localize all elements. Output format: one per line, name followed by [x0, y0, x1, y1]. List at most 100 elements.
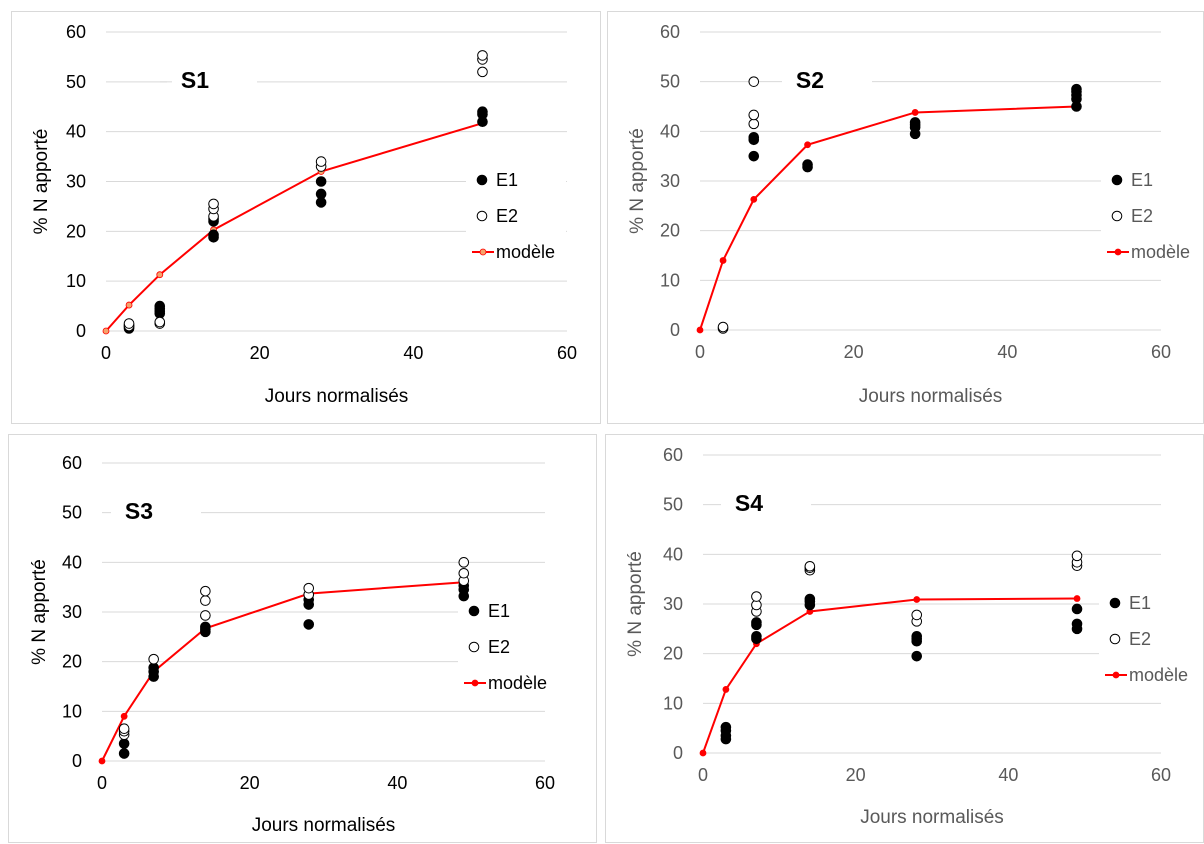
x-tick-label: 0	[101, 343, 111, 363]
legend-marker-e2	[1111, 210, 1123, 222]
x-tick-label: 0	[97, 773, 107, 793]
chart-title: S3	[125, 498, 153, 524]
y-tick-label: 0	[670, 320, 680, 340]
legend-label: modèle	[488, 673, 547, 693]
e2-point	[458, 567, 470, 579]
y-axis-title: % N apporté	[627, 128, 648, 234]
y-tick-label: 10	[62, 701, 82, 721]
y-tick-label: 10	[66, 271, 86, 291]
legend-marker-model	[1112, 671, 1120, 679]
legend-label: E2	[1131, 206, 1153, 226]
legend-marker-e1	[468, 605, 480, 617]
title-background	[111, 493, 201, 533]
e1-point	[751, 617, 762, 628]
legend-label: E1	[488, 601, 510, 621]
y-tick-label: 40	[663, 544, 683, 564]
e1-point	[911, 630, 923, 642]
model-point	[719, 257, 727, 264]
title-background	[782, 62, 872, 102]
e2-point	[118, 723, 130, 735]
y-tick-label: 20	[663, 644, 683, 664]
legend-marker-model	[479, 248, 487, 256]
y-tick-label: 20	[62, 652, 82, 672]
e1-point	[118, 738, 130, 749]
e1-point	[154, 300, 166, 312]
legend-marker-model	[1114, 248, 1122, 256]
model-point	[102, 327, 110, 335]
model-point	[722, 686, 730, 693]
y-tick-label: 60	[66, 22, 86, 42]
legend-label: E1	[1129, 593, 1151, 613]
x-tick-label: 60	[1151, 765, 1171, 785]
model-point	[125, 301, 133, 309]
e1-point	[303, 619, 315, 630]
x-tick-label: 60	[535, 773, 555, 793]
x-tick-label: 0	[695, 342, 705, 362]
x-tick-label: 40	[997, 342, 1017, 362]
legend-marker-e1	[476, 174, 488, 186]
y-tick-label: 40	[660, 121, 680, 141]
title-background	[167, 62, 257, 102]
x-tick-label: 20	[240, 773, 260, 793]
legend-marker-e1	[1109, 597, 1121, 609]
e1-point	[748, 150, 760, 162]
y-tick-label: 60	[62, 453, 82, 473]
e2-point	[208, 198, 219, 210]
legend-label: E1	[1131, 170, 1153, 190]
e2-point	[477, 66, 488, 78]
model-point	[750, 195, 758, 203]
y-tick-label: 0	[76, 321, 86, 341]
legend-label: modèle	[496, 242, 555, 262]
y-tick-label: 50	[62, 503, 82, 523]
y-tick-label: 20	[66, 221, 86, 241]
e2-point	[748, 109, 760, 121]
chart-title: S2	[796, 67, 824, 93]
legend-marker-e2	[1109, 633, 1121, 645]
chart-svg: 0 10 20 30 40 50 60 0 20 40 60 Jours normalisés % N …	[31, 22, 577, 407]
chart-title: S1	[181, 67, 209, 93]
y-axis-title: % N apporté	[31, 129, 52, 235]
e1-point	[315, 176, 327, 187]
e1-point	[1071, 603, 1083, 615]
x-axis-title: Jours normalisés	[265, 386, 409, 407]
legend-label: E2	[488, 637, 510, 657]
x-tick-label: 20	[846, 765, 866, 785]
e1-point	[315, 188, 327, 200]
x-tick-label: 0	[698, 765, 708, 785]
y-tick-label: 50	[66, 72, 86, 92]
series-line-model	[699, 105, 1077, 331]
model-point	[156, 271, 164, 279]
e2-point	[200, 585, 211, 597]
y-tick-label: 10	[663, 693, 683, 713]
e2-point	[148, 653, 159, 665]
x-tick-label: 40	[403, 343, 423, 363]
model-point	[120, 712, 128, 720]
x-tick-label: 40	[387, 773, 407, 793]
y-tick-label: 30	[663, 594, 683, 614]
chart-panel-s1: 0 10 20 30 40 50 60 0 20 40 60 Jours normalisés % N …	[11, 11, 601, 424]
y-tick-label: 30	[660, 171, 680, 191]
e1-point	[909, 117, 921, 128]
legend-marker-model	[471, 679, 479, 687]
legend-label: E2	[1129, 629, 1151, 649]
model-point	[699, 749, 707, 757]
chart-svg: 0 10 20 30 40 50 60 0 20 40 60 Jours normalisés % N …	[625, 445, 1199, 828]
chart-svg: 0 10 20 30 40 50 60 0 20 40 60 Jours normalisés % N …	[29, 453, 558, 836]
legend-label: modèle	[1131, 242, 1190, 262]
e1-point	[200, 621, 211, 633]
model-point	[1073, 595, 1081, 602]
legend-label: E1	[496, 170, 518, 190]
y-tick-label: 50	[663, 495, 683, 515]
x-tick-label: 60	[1151, 342, 1171, 362]
e2-point	[748, 76, 760, 87]
y-tick-label: 0	[72, 751, 82, 771]
y-tick-label: 20	[660, 221, 680, 241]
model-point	[98, 757, 106, 765]
e2-point	[123, 318, 135, 329]
e2-point	[200, 595, 211, 606]
e1-point	[477, 106, 488, 118]
legend-marker-e1	[1111, 174, 1123, 186]
y-tick-label: 10	[660, 270, 680, 290]
y-tick-label: 0	[673, 743, 683, 763]
e2-point	[315, 156, 327, 167]
